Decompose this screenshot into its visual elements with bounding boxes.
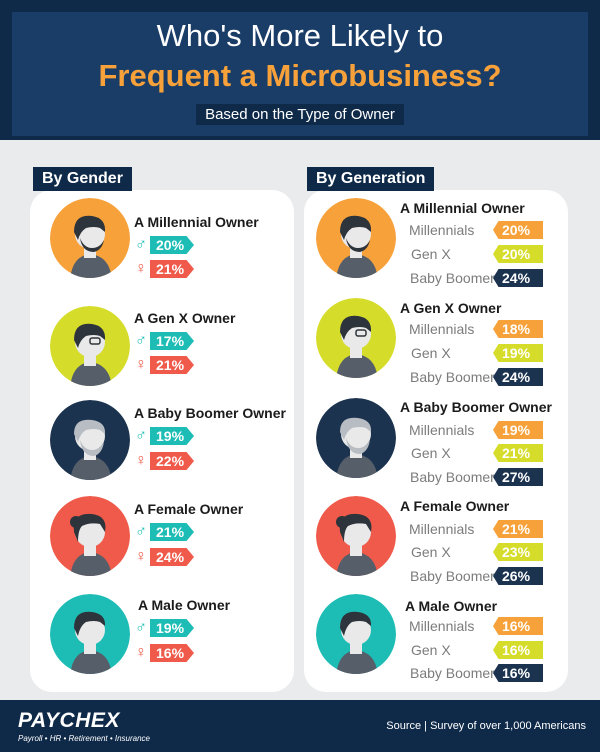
millennials-percent-badge: 16% — [493, 617, 543, 635]
gender-row-title: A Male Owner — [138, 597, 231, 613]
male-icon: ♂ — [135, 332, 147, 349]
baby-boomers-label: Baby Boomers — [410, 270, 502, 286]
female-percent-badge: 22% — [150, 452, 194, 470]
gen-x-label: Gen X — [411, 445, 451, 461]
generation-row-title: A Gen X Owner — [400, 300, 502, 316]
footer: PAYCHEX Payroll • HR • Retirement • Insu… — [0, 700, 600, 752]
male-percent-badge: 19% — [150, 619, 194, 637]
male-percent-badge: 17% — [150, 332, 194, 350]
header-banner: Who's More Likely to Frequent a Microbus… — [0, 0, 600, 140]
generation-row-title: A Baby Boomer Owner — [400, 399, 552, 415]
paychex-logo: PAYCHEX — [18, 709, 120, 732]
subtitle: Based on the Type of Owner — [196, 104, 404, 125]
gen-x-percent-badge: 20% — [493, 245, 543, 263]
female-icon: ♀ — [135, 260, 147, 277]
baby-boomers-label: Baby Boomers — [410, 369, 502, 385]
female-icon: ♀ — [135, 452, 147, 469]
subtitle-wrap: Based on the Type of Owner — [12, 104, 588, 125]
gen-x-label: Gen X — [411, 544, 451, 560]
female-percent-badge: 21% — [150, 356, 194, 374]
male-percent-badge: 20% — [150, 236, 194, 254]
baby-boomers-percent-badge: 16% — [493, 664, 543, 682]
female-percent-badge: 21% — [150, 260, 194, 278]
millennials-label: Millennials — [409, 422, 475, 438]
male-icon: ♂ — [135, 427, 147, 444]
male-percent-badge: 19% — [150, 427, 194, 445]
gender-heading: By Gender — [33, 167, 132, 191]
gen-x-percent-badge: 16% — [493, 641, 543, 659]
source-note: Source | Survey of over 1,000 Americans — [386, 720, 586, 732]
millennials-percent-badge: 21% — [493, 520, 543, 538]
female-owner-avatar — [50, 496, 130, 576]
millennials-percent-badge: 18% — [493, 320, 543, 338]
generation-row-title: A Female Owner — [400, 498, 510, 514]
millennials-label: Millennials — [409, 618, 475, 634]
millennial-owner-avatar — [50, 198, 130, 278]
female-percent-badge: 24% — [150, 548, 194, 566]
baby-boomer-owner-avatar — [50, 400, 130, 480]
millennials-percent-badge: 19% — [493, 421, 543, 439]
gen-x-label: Gen X — [411, 246, 451, 262]
baby-boomer-owner-avatar — [316, 398, 396, 478]
female-icon: ♀ — [135, 356, 147, 373]
generation-heading: By Generation — [307, 167, 435, 191]
millennials-label: Millennials — [409, 521, 475, 537]
generation-row-title: A Millennial Owner — [400, 200, 525, 216]
gen-x-label: Gen X — [411, 642, 451, 658]
female-icon: ♀ — [135, 644, 147, 661]
baby-boomers-label: Baby Boomers — [410, 568, 502, 584]
millennial-owner-avatar — [316, 198, 396, 278]
male-owner-avatar — [50, 594, 130, 674]
gen-x-owner-avatar — [50, 306, 130, 386]
baby-boomers-percent-badge: 24% — [493, 368, 543, 386]
gender-row-title: A Millennial Owner — [134, 214, 259, 230]
male-icon: ♂ — [135, 236, 147, 253]
millennials-label: Millennials — [409, 321, 475, 337]
male-icon: ♂ — [135, 523, 147, 540]
baby-boomers-percent-badge: 24% — [493, 269, 543, 287]
baby-boomers-label: Baby Boomers — [410, 665, 502, 681]
male-owner-avatar — [316, 594, 396, 674]
gender-row-title: A Female Owner — [134, 501, 244, 517]
baby-boomers-percent-badge: 26% — [493, 567, 543, 585]
header-inner-panel: Who's More Likely to Frequent a Microbus… — [12, 12, 588, 136]
title-line-1: Who's More Likely to — [156, 18, 444, 53]
logo-tagline: Payroll • HR • Retirement • Insurance — [18, 734, 151, 743]
gender-row-title: A Baby Boomer Owner — [134, 405, 286, 421]
female-owner-avatar — [316, 496, 396, 576]
gen-x-percent-badge: 19% — [493, 344, 543, 362]
gen-x-owner-avatar — [316, 298, 396, 378]
gen-x-percent-badge: 23% — [493, 543, 543, 561]
male-icon: ♂ — [135, 619, 147, 636]
gender-row-title: A Gen X Owner — [134, 310, 236, 326]
baby-boomers-label: Baby Boomers — [410, 469, 502, 485]
title-line-2: Frequent a Microbusiness? — [98, 58, 502, 93]
millennials-label: Millennials — [409, 222, 475, 238]
female-icon: ♀ — [135, 548, 147, 565]
baby-boomers-percent-badge: 27% — [493, 468, 543, 486]
generation-row-title: A Male Owner — [405, 598, 498, 614]
male-percent-badge: 21% — [150, 523, 194, 541]
female-percent-badge: 16% — [150, 644, 194, 662]
gen-x-label: Gen X — [411, 345, 451, 361]
millennials-percent-badge: 20% — [493, 221, 543, 239]
gen-x-percent-badge: 21% — [493, 444, 543, 462]
